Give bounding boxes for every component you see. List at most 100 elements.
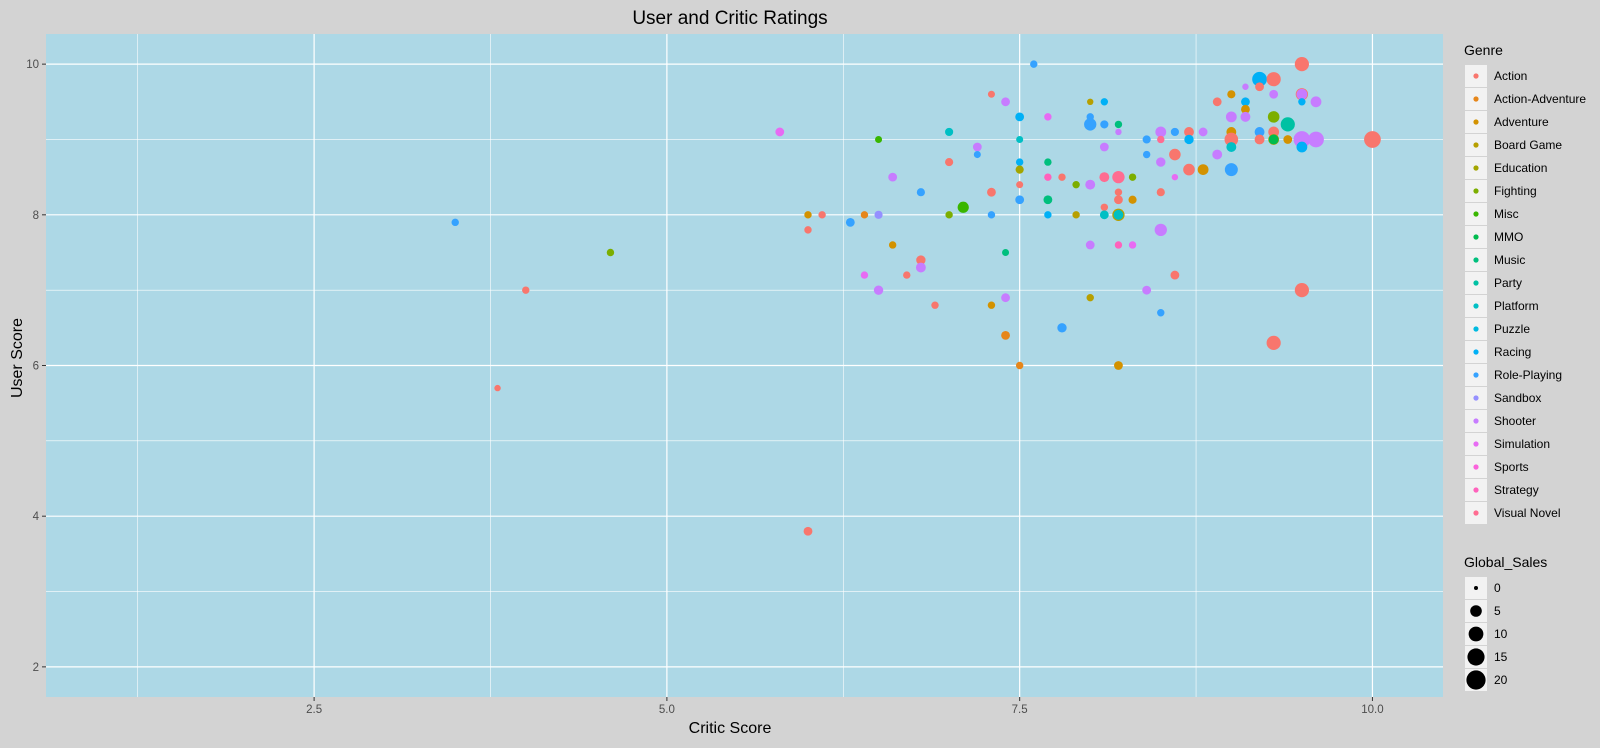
legend-key	[1473, 441, 1479, 447]
y-tick-label: 4	[33, 511, 40, 523]
legend-label: Platform	[1494, 299, 1539, 313]
data-point	[916, 255, 926, 265]
data-point	[1267, 111, 1280, 123]
legend-key	[1473, 418, 1479, 424]
data-point	[987, 187, 996, 197]
data-point	[1100, 203, 1109, 211]
data-point	[1156, 188, 1165, 197]
data-point	[1114, 120, 1123, 129]
data-point	[1170, 270, 1180, 280]
data-point	[1227, 90, 1236, 99]
data-point	[972, 142, 982, 152]
data-point	[804, 226, 812, 234]
data-point	[1241, 97, 1250, 107]
data-point	[1085, 179, 1096, 190]
data-point	[818, 211, 826, 219]
legend-key	[1473, 303, 1479, 309]
data-point	[1224, 132, 1239, 147]
data-point	[1212, 149, 1223, 160]
size-legend-key	[1468, 626, 1484, 642]
data-point	[1184, 134, 1194, 145]
data-point	[494, 384, 501, 392]
data-point	[1043, 195, 1053, 205]
legend-label: Simulation	[1494, 437, 1550, 451]
legend-key	[1473, 211, 1479, 217]
data-point	[1294, 283, 1309, 298]
legend-label: Shooter	[1494, 414, 1536, 428]
size-legend-key	[1470, 605, 1482, 617]
legend-key	[1473, 73, 1479, 79]
data-point	[1086, 293, 1094, 302]
legend-label: MMO	[1494, 230, 1523, 244]
data-point	[1169, 148, 1181, 161]
data-point	[1001, 293, 1010, 303]
data-point	[1142, 135, 1151, 144]
data-point	[1001, 97, 1010, 107]
x-tick-label: 10.0	[1361, 704, 1383, 716]
data-point	[973, 151, 981, 159]
data-point	[1100, 98, 1109, 106]
data-point	[1015, 158, 1024, 166]
data-point	[945, 157, 954, 167]
size-legend-key	[1467, 648, 1485, 666]
data-point	[1212, 97, 1222, 107]
y-axis-label: User Score	[9, 318, 26, 398]
data-point	[1364, 131, 1381, 148]
size-legend-label: 15	[1494, 650, 1508, 664]
legend-key	[1473, 188, 1479, 194]
data-point	[1296, 88, 1308, 100]
y-tick-label: 8	[33, 210, 39, 222]
genre-legend: Genre Action Action-Adventure Adventure Boa…	[1464, 42, 1586, 524]
legend-label: Education	[1494, 161, 1547, 175]
size-legend: Global_Sales 0 5 10 15 20	[1464, 554, 1547, 691]
data-point	[1308, 131, 1324, 148]
data-point	[888, 241, 897, 249]
data-point	[1099, 210, 1109, 220]
data-point	[1266, 335, 1281, 350]
data-point	[888, 172, 898, 182]
data-point	[931, 301, 939, 309]
x-tick-label: 7.5	[1012, 704, 1028, 716]
data-point	[1100, 120, 1109, 129]
legend-label: Music	[1494, 253, 1525, 267]
x-axis-ticks: 2.5 5.0 7.5 10.0	[306, 697, 1384, 716]
data-point	[1310, 96, 1322, 108]
size-legend-label: 20	[1494, 673, 1508, 687]
legend-label: Sandbox	[1494, 391, 1541, 405]
y-tick-label: 6	[33, 361, 39, 373]
data-point	[1241, 104, 1250, 114]
size-legend-title: Global_Sales	[1464, 554, 1547, 570]
legend-label: Visual Novel	[1494, 506, 1560, 520]
data-points	[451, 57, 1381, 536]
legend-label: Action-Adventure	[1494, 92, 1586, 106]
legend-key	[1473, 165, 1479, 171]
x-tick-label: 2.5	[306, 704, 322, 716]
data-point	[1016, 135, 1024, 143]
legend-key	[1473, 395, 1479, 401]
data-point	[903, 271, 911, 279]
data-point	[803, 526, 813, 536]
data-point	[1015, 195, 1025, 205]
data-point	[1170, 127, 1179, 137]
legend-key	[1473, 96, 1479, 102]
legend-label: Misc	[1494, 207, 1519, 221]
data-point	[1016, 181, 1024, 189]
data-point	[1114, 195, 1123, 205]
data-point	[451, 218, 459, 227]
data-point	[1294, 57, 1309, 72]
data-point	[1268, 134, 1279, 145]
data-point	[1087, 98, 1094, 106]
legend-label: Board Game	[1494, 138, 1562, 152]
data-point	[1197, 164, 1209, 176]
data-point	[1255, 82, 1264, 92]
data-point	[987, 211, 996, 219]
data-point	[1114, 241, 1123, 249]
data-point	[1224, 163, 1238, 177]
data-point	[1154, 223, 1167, 237]
data-point	[1240, 111, 1251, 122]
legend-label: Adventure	[1494, 115, 1549, 129]
legend-key	[1473, 326, 1479, 332]
data-point	[1113, 209, 1124, 220]
legend-label: Action	[1494, 69, 1527, 83]
